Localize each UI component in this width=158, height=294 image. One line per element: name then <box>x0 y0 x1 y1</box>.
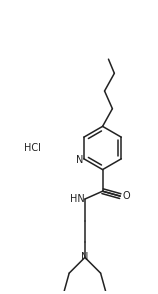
Text: N: N <box>76 155 84 165</box>
Text: O: O <box>122 191 130 201</box>
Text: HCl: HCl <box>24 143 41 153</box>
Text: N: N <box>81 253 89 263</box>
Text: HN: HN <box>70 194 84 204</box>
